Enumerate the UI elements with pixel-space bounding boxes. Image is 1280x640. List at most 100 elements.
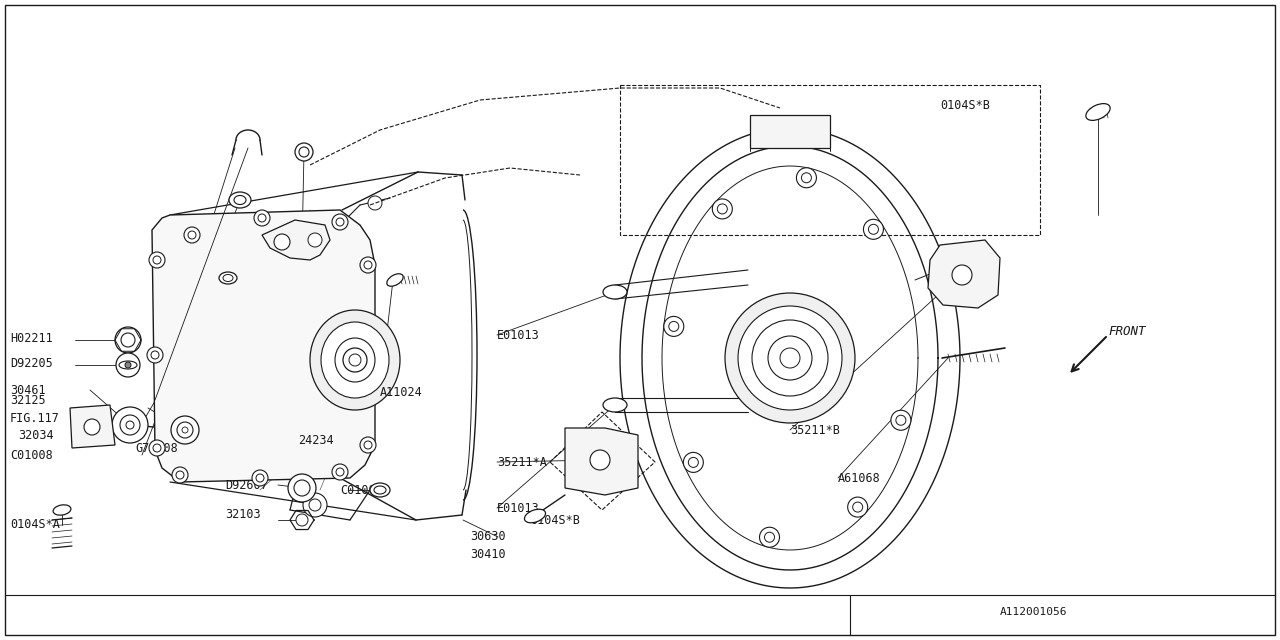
Circle shape bbox=[300, 147, 308, 157]
Circle shape bbox=[364, 441, 372, 449]
Text: 35211*A: 35211*A bbox=[497, 456, 547, 468]
Circle shape bbox=[764, 532, 774, 542]
Circle shape bbox=[303, 493, 326, 517]
Circle shape bbox=[296, 514, 308, 526]
Ellipse shape bbox=[310, 310, 401, 410]
Circle shape bbox=[154, 256, 161, 264]
Circle shape bbox=[125, 362, 131, 368]
Circle shape bbox=[332, 464, 348, 480]
Circle shape bbox=[847, 497, 868, 517]
Circle shape bbox=[177, 471, 184, 479]
Circle shape bbox=[332, 214, 348, 230]
Circle shape bbox=[796, 168, 817, 188]
Circle shape bbox=[360, 437, 376, 453]
Circle shape bbox=[362, 347, 378, 363]
Circle shape bbox=[717, 204, 727, 214]
Circle shape bbox=[668, 321, 678, 332]
Circle shape bbox=[184, 227, 200, 243]
Circle shape bbox=[294, 480, 310, 496]
Text: A11024: A11024 bbox=[380, 385, 422, 399]
Circle shape bbox=[154, 444, 161, 452]
Text: H02211: H02211 bbox=[10, 332, 52, 344]
Text: 32125: 32125 bbox=[10, 394, 46, 406]
Text: FRONT: FRONT bbox=[1108, 325, 1146, 338]
Circle shape bbox=[337, 218, 344, 226]
Ellipse shape bbox=[52, 505, 70, 515]
Circle shape bbox=[274, 234, 291, 250]
Circle shape bbox=[780, 348, 800, 368]
Circle shape bbox=[147, 347, 163, 363]
Circle shape bbox=[120, 415, 140, 435]
Text: C01008: C01008 bbox=[10, 449, 52, 461]
Circle shape bbox=[801, 173, 812, 183]
Circle shape bbox=[115, 327, 141, 353]
Circle shape bbox=[337, 468, 344, 476]
Circle shape bbox=[294, 143, 314, 161]
Circle shape bbox=[253, 210, 270, 226]
Circle shape bbox=[151, 351, 159, 359]
Text: A112001056: A112001056 bbox=[1000, 607, 1068, 617]
Circle shape bbox=[308, 233, 323, 247]
Circle shape bbox=[122, 333, 134, 347]
Circle shape bbox=[84, 419, 100, 435]
Text: G72808: G72808 bbox=[134, 442, 178, 454]
Circle shape bbox=[256, 474, 264, 482]
Text: 32103: 32103 bbox=[225, 509, 261, 522]
Circle shape bbox=[288, 474, 316, 502]
Text: E01013: E01013 bbox=[497, 328, 540, 342]
Circle shape bbox=[891, 410, 911, 430]
Text: 24234: 24234 bbox=[298, 433, 334, 447]
Ellipse shape bbox=[603, 398, 627, 412]
Circle shape bbox=[188, 231, 196, 239]
Text: C01008: C01008 bbox=[340, 483, 383, 497]
Text: 32034: 32034 bbox=[18, 429, 54, 442]
Ellipse shape bbox=[335, 338, 375, 382]
Text: 0104S*B: 0104S*B bbox=[530, 513, 580, 527]
Ellipse shape bbox=[387, 274, 403, 286]
Circle shape bbox=[712, 199, 732, 219]
Circle shape bbox=[896, 415, 906, 425]
Circle shape bbox=[177, 422, 193, 438]
Ellipse shape bbox=[374, 486, 387, 494]
Circle shape bbox=[689, 458, 699, 467]
Text: 0104S*A: 0104S*A bbox=[10, 518, 60, 531]
Polygon shape bbox=[928, 240, 1000, 308]
Ellipse shape bbox=[321, 322, 389, 398]
Text: 30461: 30461 bbox=[10, 383, 46, 397]
Circle shape bbox=[864, 220, 883, 239]
Ellipse shape bbox=[1085, 104, 1110, 120]
Circle shape bbox=[366, 351, 374, 359]
Circle shape bbox=[369, 196, 381, 210]
Ellipse shape bbox=[229, 192, 251, 208]
Text: 30630: 30630 bbox=[470, 531, 506, 543]
Text: 35211*B: 35211*B bbox=[790, 424, 840, 436]
Circle shape bbox=[364, 261, 372, 269]
Circle shape bbox=[739, 306, 842, 410]
Circle shape bbox=[172, 416, 198, 444]
Circle shape bbox=[259, 214, 266, 222]
Circle shape bbox=[852, 502, 863, 512]
Ellipse shape bbox=[219, 272, 237, 284]
Circle shape bbox=[113, 407, 148, 443]
Circle shape bbox=[116, 353, 140, 377]
Circle shape bbox=[768, 336, 812, 380]
Circle shape bbox=[684, 452, 703, 472]
Circle shape bbox=[148, 252, 165, 268]
Polygon shape bbox=[152, 210, 375, 482]
Circle shape bbox=[308, 499, 321, 511]
Circle shape bbox=[952, 265, 972, 285]
Polygon shape bbox=[750, 115, 829, 148]
Ellipse shape bbox=[223, 275, 233, 282]
Circle shape bbox=[664, 316, 684, 337]
Text: FIG.117: FIG.117 bbox=[10, 412, 60, 424]
Circle shape bbox=[868, 224, 878, 234]
Circle shape bbox=[759, 527, 780, 547]
Circle shape bbox=[125, 421, 134, 429]
Ellipse shape bbox=[119, 361, 137, 369]
Circle shape bbox=[724, 293, 855, 423]
Circle shape bbox=[349, 354, 361, 366]
Ellipse shape bbox=[603, 285, 627, 299]
Text: D92607: D92607 bbox=[225, 479, 268, 492]
Circle shape bbox=[182, 427, 188, 433]
Ellipse shape bbox=[234, 195, 246, 205]
